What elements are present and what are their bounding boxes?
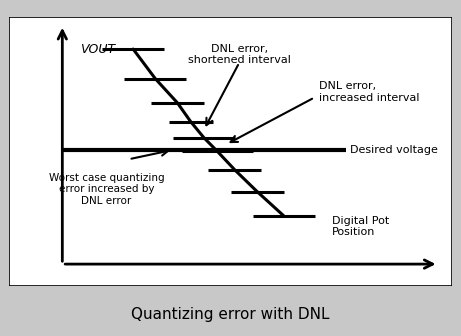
Text: Digital Pot
Position: Digital Pot Position: [332, 216, 390, 237]
Text: Quantizing error with DNL: Quantizing error with DNL: [131, 307, 330, 322]
Text: Desired voltage: Desired voltage: [350, 145, 438, 155]
Text: VOUT: VOUT: [80, 43, 115, 55]
Text: DNL error,
increased interval: DNL error, increased interval: [319, 81, 420, 103]
FancyBboxPatch shape: [9, 17, 452, 286]
Text: DNL error,
shortened interval: DNL error, shortened interval: [188, 44, 291, 65]
Text: Worst case quantizing
error increased by
DNL error: Worst case quantizing error increased by…: [49, 173, 165, 206]
